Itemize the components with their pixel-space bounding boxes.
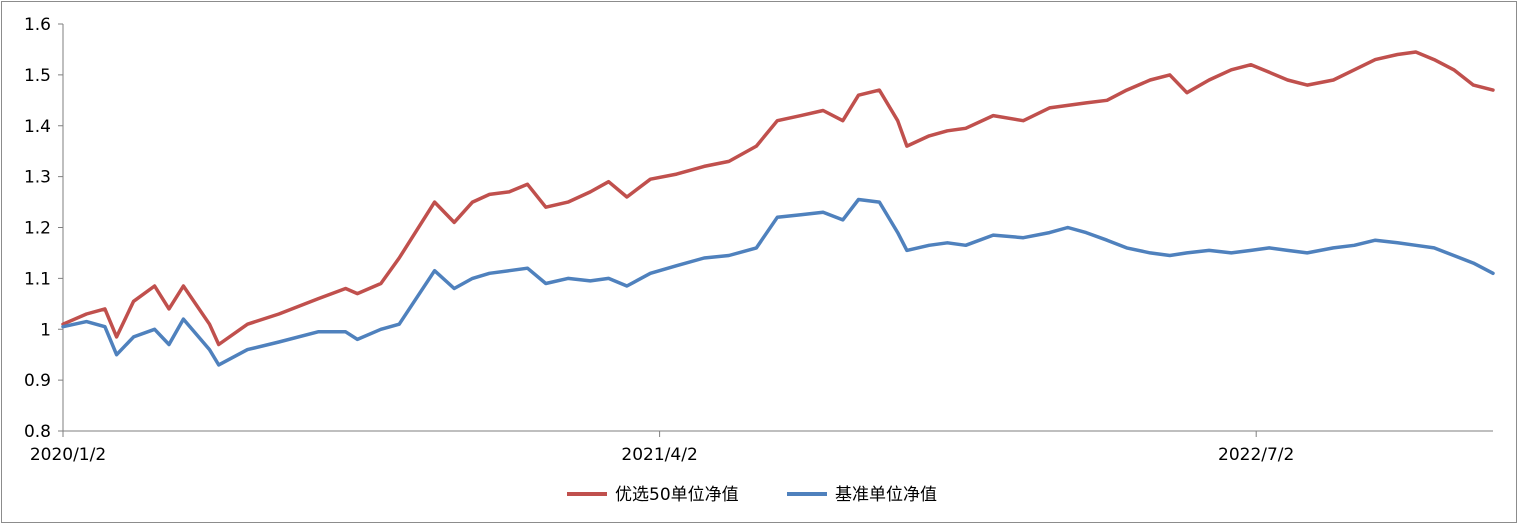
legend-label-1: 优选50单位净值 [615, 485, 739, 505]
y-tick-label: 1.1 [24, 269, 51, 289]
y-tick-label: 1.6 [24, 15, 51, 35]
x-tick-labels: 2020/1/2 2021/4/2 2022/7/2 [30, 445, 1295, 465]
legend-label-2: 基准单位净值 [835, 485, 937, 505]
y-tick-label: 1.3 [24, 168, 51, 188]
y-tick-label: 1.5 [24, 66, 51, 86]
legend: 优选50单位净值 基准单位净值 [567, 485, 937, 505]
y-tick-labels: 0.8 0.9 1 1.1 1.2 1.3 1.4 1.5 1.6 [24, 15, 51, 442]
y-tick-label: 0.9 [24, 371, 51, 391]
x-tick-label: 2020/1/2 [30, 445, 106, 465]
y-tick-label: 1.2 [24, 219, 51, 239]
y-tick-label: 1.4 [24, 117, 51, 137]
series-lines [61, 50, 1495, 367]
x-tick-label: 2022/7/2 [1218, 445, 1294, 465]
x-tick-label: 2021/4/2 [621, 445, 697, 465]
y-tick-label: 1 [40, 320, 51, 340]
series-line-1 [61, 50, 1495, 347]
y-tick-label: 0.8 [24, 422, 51, 442]
axes [58, 23, 1493, 437]
series-line-2 [61, 197, 1495, 367]
